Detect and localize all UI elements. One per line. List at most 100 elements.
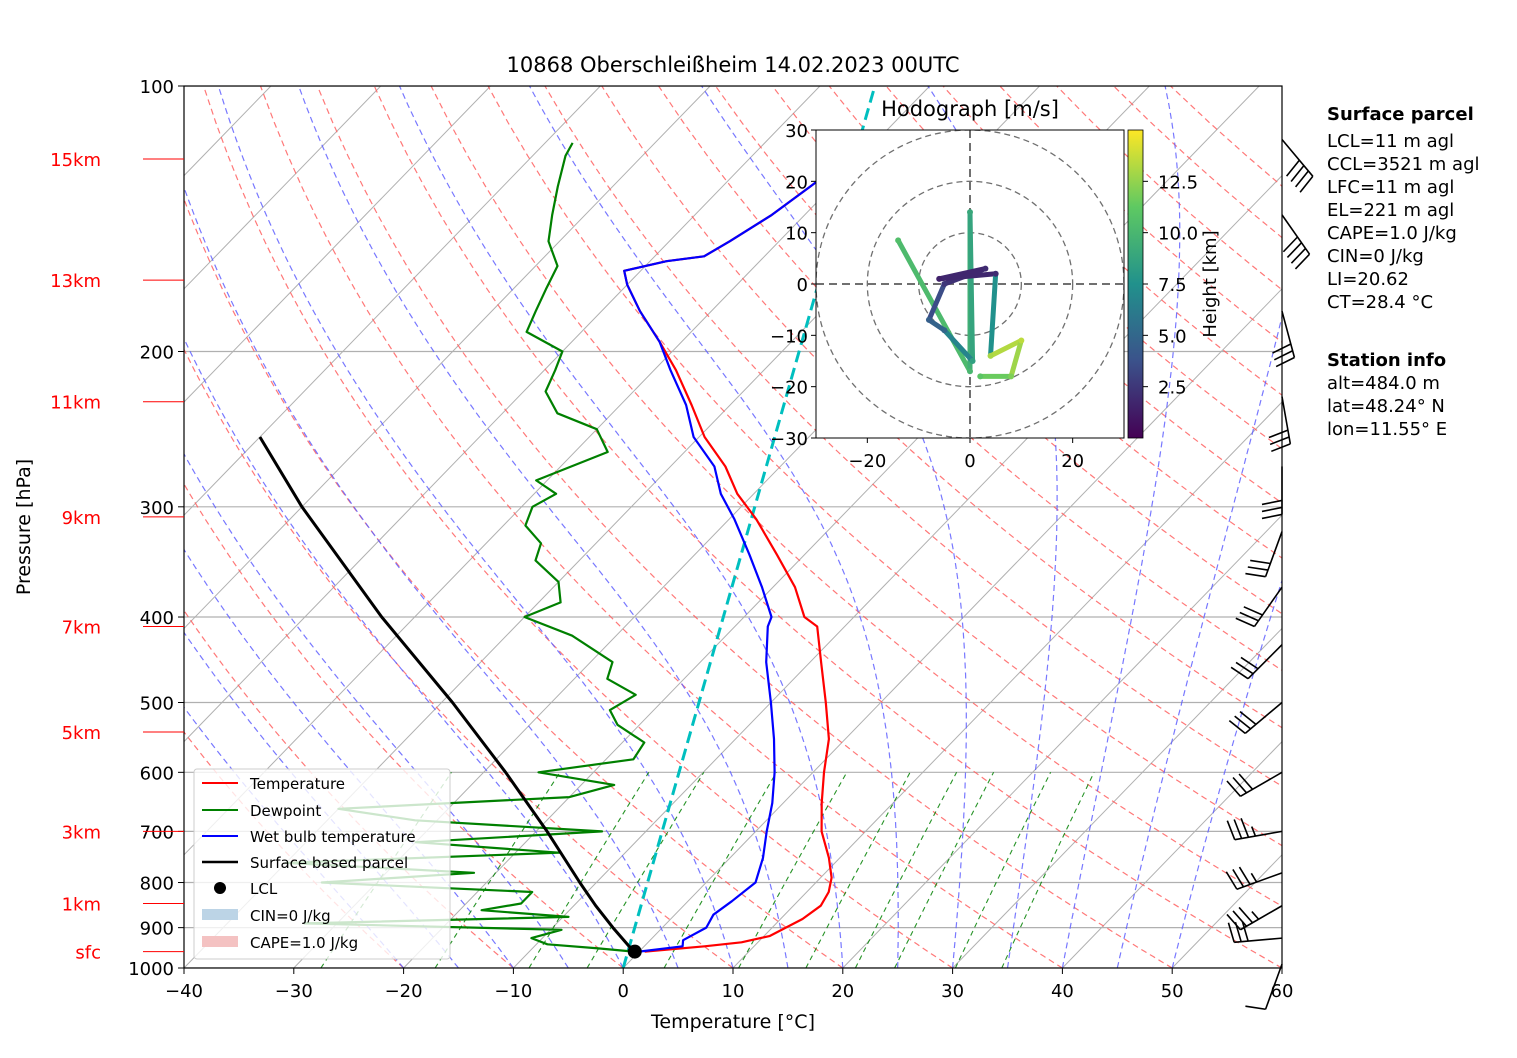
x-tick-label: 0 [617, 981, 628, 1002]
hodograph-point [941, 327, 947, 333]
y-tick-label: 900 [140, 919, 174, 940]
moist-adiabat [1117, 86, 1332, 968]
hodograph-y-tick-label: 30 [785, 121, 808, 142]
hodograph-point [967, 209, 973, 215]
legend-parcel: Surface based parcel [250, 854, 408, 872]
station-info-heading: Station info [1327, 350, 1446, 371]
station-lon: lon=11.55° E [1327, 419, 1447, 440]
legend-wetbulb: Wet bulb temperature [250, 828, 416, 846]
hodograph-y-tick-label: −20 [770, 378, 808, 399]
sp-el: EL=221 m agl [1327, 200, 1454, 221]
y-tick-label: 500 [140, 693, 174, 714]
sp-li: LI=20.62 [1327, 269, 1409, 290]
chart-title: 10868 Oberschleißheim 14.02.2023 00UTC [507, 53, 960, 77]
legend-cin: CIN=0 J/kg [250, 907, 331, 925]
legend-temperature: Temperature [249, 775, 345, 793]
surface-parcel-panel: Surface parcel LCL=11 m agl CCL=3521 m a… [1327, 104, 1480, 313]
x-axis-label: Temperature [°C] [650, 1011, 815, 1033]
hodograph-x-tick-label: −20 [848, 451, 886, 472]
hodograph-point [977, 373, 983, 379]
x-tick-label: −30 [275, 981, 313, 1002]
x-tick-label: −40 [165, 981, 203, 1002]
colorbar-tick-label: 10.0 [1158, 224, 1198, 245]
hodograph-point [970, 358, 976, 364]
hodograph-point [982, 266, 988, 272]
lcl-marker [628, 945, 642, 959]
y-tick-label: 800 [140, 874, 174, 895]
wind-barb [1282, 140, 1313, 193]
legend: Temperature Dewpoint Wet bulb temperatur… [194, 769, 450, 959]
height-label: 15km [50, 150, 101, 171]
y-tick-label: 1000 [128, 959, 174, 980]
station-info-panel: Station info alt=484.0 m lat=48.24° N lo… [1327, 350, 1447, 440]
sp-cape: CAPE=1.0 J/kg [1327, 223, 1457, 244]
hodograph-point [967, 368, 973, 374]
mixing-ratio-line [955, 772, 1050, 968]
legend-dewpoint: Dewpoint [250, 802, 321, 820]
moist-adiabat [400, 86, 843, 968]
wind-barb [1227, 772, 1282, 796]
wind-barb [1282, 215, 1310, 269]
wind-barbs [1226, 140, 1313, 1010]
hodograph-x-tick-label: 0 [964, 451, 975, 472]
sp-lcl: LCL=11 m agl [1327, 131, 1454, 152]
height-label: 5km [62, 723, 101, 744]
x-tick-label: −10 [494, 981, 532, 1002]
hodograph-y-tick-label: 20 [785, 172, 808, 193]
x-tick-label: 30 [941, 981, 964, 1002]
y-tick-label: 400 [140, 608, 174, 629]
hodograph-point [895, 237, 901, 243]
hodograph-y-tick-label: 10 [785, 224, 808, 245]
sp-ccl: CCL=3521 m agl [1327, 154, 1480, 175]
x-tick-label: 20 [831, 981, 854, 1002]
colorbar-tick-label: 5.0 [1158, 326, 1187, 347]
legend-cape: CAPE=1.0 J/kg [250, 934, 358, 952]
x-tick-label: 40 [1051, 981, 1074, 1002]
hodograph-point [1008, 373, 1014, 379]
x-tick-label: −20 [385, 981, 423, 1002]
hodograph-y-tick-label: −10 [770, 326, 808, 347]
wind-barb [1227, 906, 1282, 930]
hodograph-title: Hodograph [m/s] [881, 97, 1059, 121]
station-lat: lat=48.24° N [1327, 396, 1445, 417]
x-tick-label: 50 [1161, 981, 1184, 1002]
y-tick-label: 600 [140, 763, 174, 784]
colorbar-label: Height [km] [1200, 230, 1221, 337]
wind-barb [1236, 587, 1282, 626]
height-label: 11km [50, 393, 101, 414]
height-label: sfc [75, 943, 101, 964]
station-alt: alt=484.0 m [1327, 373, 1440, 394]
wind-barb [1245, 532, 1282, 577]
y-axis-label: Pressure [hPa] [13, 459, 35, 595]
colorbar-tick-label: 2.5 [1158, 378, 1187, 399]
height-label: 13km [50, 271, 101, 292]
legend-lcl: LCL [250, 880, 278, 898]
colorbar-tick-label: 12.5 [1158, 172, 1198, 193]
sp-lfc: LFC=11 m agl [1327, 177, 1454, 198]
hodograph-point [988, 353, 994, 359]
hodograph-point [1018, 337, 1024, 343]
height-label: 7km [62, 617, 101, 638]
hodograph-point [993, 271, 999, 277]
dry-adiabat [1114, 86, 1517, 968]
y-tick-label: 300 [140, 498, 174, 519]
hodograph-y-tick-label: −30 [770, 429, 808, 450]
wind-barb [1229, 702, 1282, 733]
colorbar-tick-label: 7.5 [1158, 275, 1187, 296]
y-tick-label: 200 [140, 343, 174, 364]
y-tick-label: 700 [140, 822, 174, 843]
height-label: 1km [62, 894, 101, 915]
height-label: 9km [62, 508, 101, 529]
height-label: 3km [62, 822, 101, 843]
sp-ct: CT=28.4 °C [1327, 292, 1433, 313]
hodograph-point [941, 281, 947, 287]
wind-barb [1273, 311, 1295, 366]
mixing-ratio-line [529, 772, 649, 968]
colorbar-ticks: 2.5 5.0 7.5 10.0 12.5 [1143, 172, 1198, 398]
hodograph-point [936, 276, 942, 282]
wind-barb [1262, 466, 1282, 518]
hodograph-segment [970, 212, 973, 361]
